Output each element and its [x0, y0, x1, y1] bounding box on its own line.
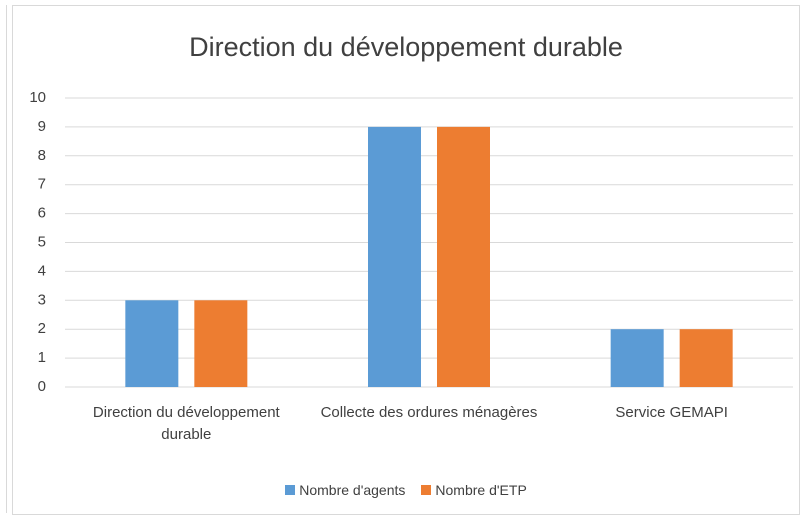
y-tick-label: 6 — [38, 205, 46, 222]
bar — [610, 329, 664, 387]
y-tick-label: 8 — [38, 147, 46, 164]
y-tick-label: 3 — [38, 291, 46, 308]
legend: Nombre d'agents Nombre d'ETP — [12, 482, 800, 498]
y-tick-label: 5 — [38, 233, 46, 250]
bar — [125, 300, 179, 387]
legend-item: Nombre d'ETP — [421, 482, 527, 498]
legend-swatch — [285, 485, 296, 495]
bar — [679, 329, 733, 387]
bar — [368, 126, 421, 388]
y-tick-label: 9 — [38, 118, 46, 135]
y-tick-label: 4 — [38, 262, 46, 279]
legend-swatch — [421, 485, 432, 495]
neighbor-frame — [0, 5, 7, 513]
bar — [437, 126, 490, 388]
bar — [194, 300, 248, 387]
y-tick-label: 1 — [38, 349, 46, 366]
x-tick-label: Service GEMAPI — [615, 404, 728, 421]
legend-item: Nombre d'agents — [285, 482, 405, 498]
y-tick-label: 0 — [38, 378, 46, 395]
x-tick-label: Direction du développement durable — [92, 404, 280, 443]
legend-label: Nombre d'agents — [299, 482, 406, 498]
y-tick-label: 7 — [38, 176, 46, 193]
x-tick-label: Collecte des ordures ménagères — [320, 404, 538, 421]
legend-label: Nombre d'ETP — [435, 482, 527, 498]
y-tick-label: 10 — [29, 89, 46, 106]
y-tick-label: 2 — [38, 320, 46, 337]
chart-title: Direction du développement durable — [189, 32, 623, 62]
